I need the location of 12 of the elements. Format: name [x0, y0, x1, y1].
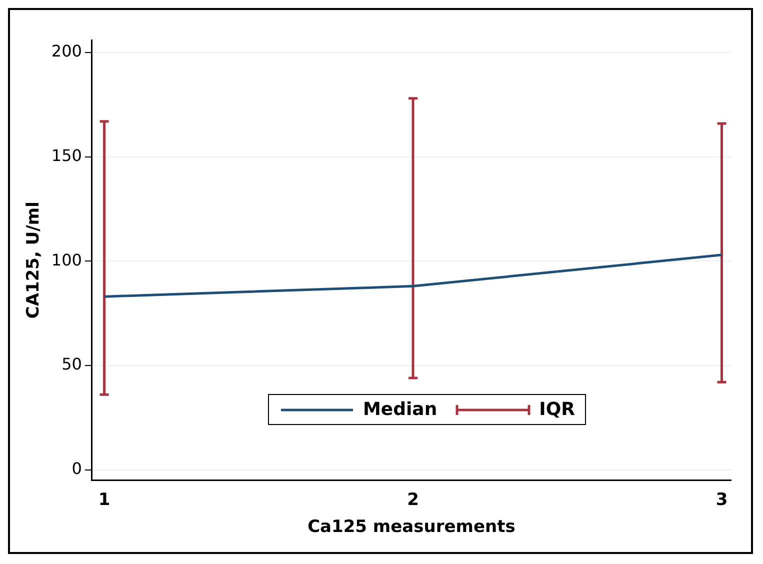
y-tick-label: 100	[51, 250, 82, 270]
y-axis-title: CA125, U/ml	[24, 202, 44, 319]
y-tick-label: 200	[51, 42, 82, 61]
x-axis-title: Ca125 measurements	[308, 517, 516, 538]
x-tick-label: 2	[407, 490, 419, 510]
x-tick-label: 1	[98, 490, 110, 510]
y-tick-label: 150	[51, 146, 82, 165]
y-tick-label: 0	[72, 458, 82, 478]
legend-label: IQR	[539, 399, 575, 420]
y-tick-label: 50	[62, 354, 82, 374]
legend-label: Median	[363, 399, 438, 420]
x-tick-label: 3	[716, 490, 728, 510]
